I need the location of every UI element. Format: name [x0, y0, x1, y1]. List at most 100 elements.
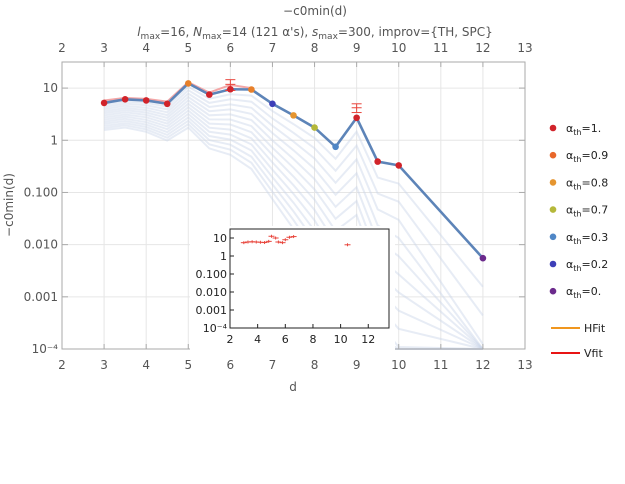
x-tick-label-top: 5	[184, 41, 192, 55]
chart-subtitle: lmax=16, Nmax=14 (121 α's), smax=300, im…	[137, 25, 493, 42]
subtitle-part: N	[193, 25, 202, 39]
inset-y-tick-label: 10	[213, 232, 227, 245]
legend-label: αth=0.3	[566, 231, 608, 246]
faint-series-line	[103, 85, 484, 288]
x-tick-label: 5	[184, 358, 192, 372]
x-tick-label: 11	[433, 358, 448, 372]
inset-y-tick-label: 10⁻⁴	[203, 322, 228, 335]
inset-y-tick-label: 0.001	[196, 304, 228, 317]
legend-label: αth=0.	[566, 285, 601, 300]
data-point	[311, 124, 318, 131]
data-point	[184, 80, 192, 87]
legend-label: αth=0.2	[566, 258, 608, 273]
legend-marker	[549, 206, 557, 213]
legend-label-sub: th	[573, 155, 581, 164]
x-tick-label: 4	[142, 358, 150, 372]
legend-label-prefix: α	[566, 149, 573, 162]
legend-line-label: Vfit	[584, 347, 603, 360]
x-tick-label-top: 6	[227, 41, 235, 55]
faint-series-line	[103, 95, 484, 350]
x-tick-label: 9	[353, 358, 361, 372]
data-point	[353, 114, 360, 122]
x-tick-label: 6	[227, 358, 235, 372]
subtitle-part: max	[202, 32, 222, 42]
legend-label: αth=0.9	[566, 149, 608, 164]
legend-label-sub: th	[573, 291, 581, 300]
legend-marker	[549, 179, 557, 186]
inset-y-tick-label: 0.100	[196, 268, 228, 281]
x-tick-label-top: 9	[353, 41, 361, 55]
x-tick-label-top: 7	[269, 41, 277, 55]
data-point	[290, 112, 297, 119]
inset-y-tick-label: 0.010	[196, 286, 228, 299]
x-tick-label: 10	[391, 358, 406, 372]
subtitle-part: max	[141, 32, 161, 42]
inset-x-tick-label: 6	[282, 333, 289, 346]
subtitle-part: =16,	[160, 25, 193, 39]
inset-x-tick-label: 10	[334, 333, 348, 346]
x-axis-label: d	[289, 380, 297, 394]
y-tick-label: 0.001	[24, 290, 58, 304]
data-point	[227, 85, 234, 93]
legend-label-sub: th	[573, 264, 581, 273]
inset-chart: 2 4 6 8 10 12 10⁻⁴ 0.001 0.010 0.100 1 10	[190, 226, 395, 352]
x-tick-label: 3	[100, 358, 108, 372]
data-point	[163, 100, 171, 108]
data-point	[206, 91, 213, 98]
legend-marker	[549, 151, 557, 159]
data-point	[332, 143, 339, 151]
x-tick-label: 13	[517, 358, 532, 372]
data-point	[100, 99, 108, 107]
x-tick-label-top: 4	[142, 41, 150, 55]
legend-marker	[549, 287, 557, 295]
x-tick-label-top: 13	[517, 41, 532, 55]
x-tick-label: 7	[269, 358, 277, 372]
y-tick-label: 0.010	[24, 238, 58, 252]
y-tick-label: 1	[50, 133, 58, 147]
legend-marker	[549, 124, 557, 132]
legend-label-suffix: =0.8	[581, 176, 608, 189]
subtitle-part: l	[137, 25, 141, 39]
inset-x-tick-label: 12	[361, 333, 375, 346]
subtitle-part: max	[318, 32, 338, 42]
chart-title: −c0min(d)	[283, 4, 347, 18]
legend-label-prefix: α	[566, 258, 573, 271]
data-point	[479, 254, 487, 262]
x-tick-label-top: 10	[391, 41, 406, 55]
subtitle-part: s	[312, 25, 318, 39]
main-series-group	[100, 79, 487, 262]
subtitle-part: =14 (121 α's),	[222, 25, 312, 39]
y-axis-label: −c0min(d)	[2, 173, 16, 237]
x-tick-label-top: 3	[100, 41, 108, 55]
legend-label: αth=0.7	[566, 204, 608, 219]
legend-marker	[549, 260, 557, 268]
data-point	[248, 86, 255, 93]
inset-y-tick-label: 1	[220, 250, 227, 263]
legend-label-prefix: α	[566, 122, 573, 135]
legend-label-prefix: α	[566, 231, 573, 244]
legend-label-sub: th	[573, 182, 581, 191]
legend-label-suffix: =0.	[581, 285, 601, 298]
inset-x-tick-label: 4	[254, 333, 261, 346]
chart-titles: −c0min(d) lmax=16, Nmax=14 (121 α's), sm…	[2, 4, 493, 394]
axis-ticks: 2233445566778899101011111212131310⁻⁴0.00…	[24, 41, 533, 372]
x-tick-label-top: 12	[475, 41, 490, 55]
y-tick-label: 0.100	[24, 185, 58, 199]
legend-label-prefix: α	[566, 285, 573, 298]
legend-label-suffix: =1.	[581, 122, 601, 135]
y-tick-label: 10⁻⁴	[32, 342, 59, 356]
x-tick-label: 2	[58, 358, 66, 372]
data-point	[395, 162, 403, 169]
x-tick-label-top: 8	[311, 41, 319, 55]
faint-series-line	[103, 92, 484, 345]
legend-label-sub: th	[573, 210, 581, 219]
inset-background	[190, 226, 395, 352]
legend-label: αth=0.8	[566, 176, 608, 191]
inset-frame	[229, 228, 390, 329]
legend: αth=1.αth=0.9αth=0.8αth=0.7αth=0.3αth=0.…	[549, 122, 608, 360]
main-series-line	[103, 81, 484, 260]
legend-label-sub: th	[573, 128, 581, 137]
data-point	[269, 100, 276, 108]
